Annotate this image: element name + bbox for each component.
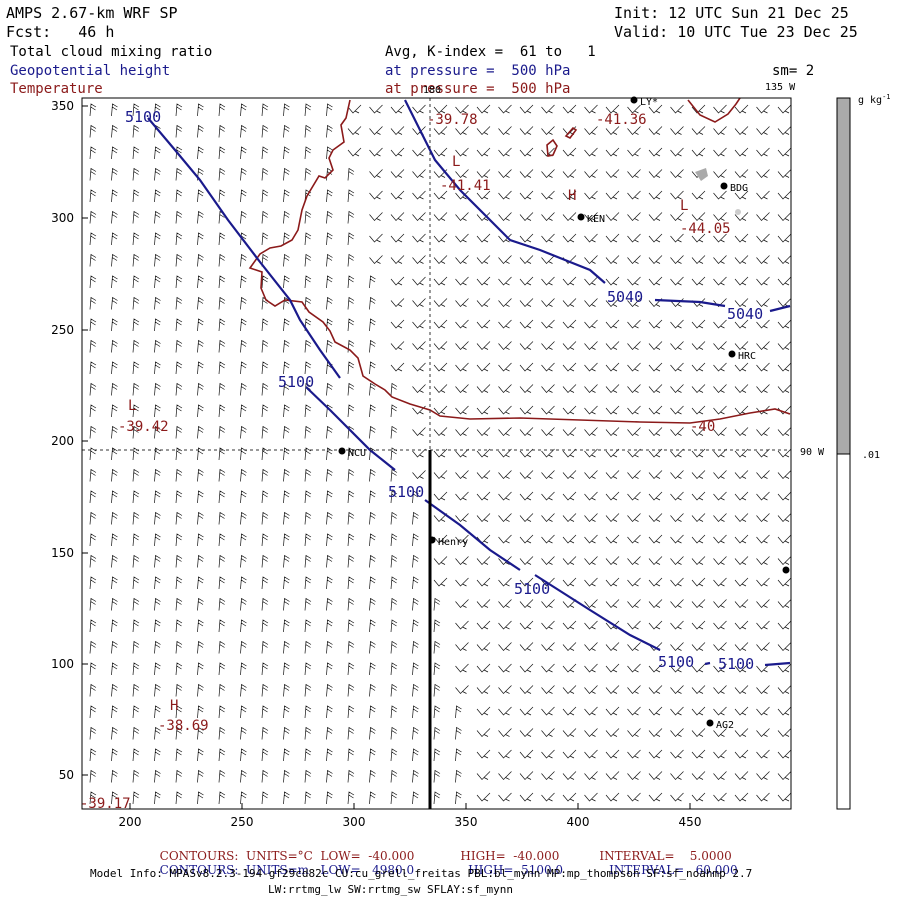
y-axis-labels: 350 300 250 200 150 100 50 xyxy=(51,99,74,782)
x-tick-label: 350 xyxy=(455,815,478,829)
temp-label: -38.69 xyxy=(158,718,209,734)
y-tick-label: 250 xyxy=(51,323,74,337)
center-low: L xyxy=(452,154,460,170)
temp-label: -39.42 xyxy=(118,419,169,435)
svg-text:LY*: LY* xyxy=(640,97,658,108)
colorbar-gray-section xyxy=(836,97,851,455)
station-ly: LY* xyxy=(630,96,658,108)
temp-label: -39.17 xyxy=(80,796,131,812)
x-axis-labels: 200 250 300 350 400 450 xyxy=(119,815,702,829)
height-contour-line xyxy=(654,298,726,308)
x-tick-label: 250 xyxy=(231,815,254,829)
temperature-contour-line xyxy=(564,126,578,140)
station-ncu: NCU xyxy=(338,447,366,459)
colorbar-white-section xyxy=(836,453,851,810)
height-contour-line xyxy=(404,99,606,284)
colorbar-unit: g kg-1 xyxy=(858,93,891,106)
lon-label-135w: 135 W xyxy=(765,82,796,93)
field2-info: at pressure = 500 hPa xyxy=(385,63,571,79)
svg-text:HRC: HRC xyxy=(738,351,756,362)
temperature-contour-line xyxy=(687,98,741,123)
wind-barb-field xyxy=(89,103,791,805)
height-contours xyxy=(147,99,791,667)
height-contour-line xyxy=(147,117,341,379)
field2-name: Geopotential height xyxy=(10,63,171,79)
center-high: H xyxy=(170,698,178,714)
center-low: L xyxy=(128,398,136,414)
svg-text:Henry: Henry xyxy=(438,537,468,548)
plot-frame xyxy=(81,97,792,810)
lon-label-90w: 90 W xyxy=(800,447,825,458)
height-label: 5100 xyxy=(278,373,314,391)
wind-barbs xyxy=(89,103,791,805)
lon-label-180: 180 xyxy=(423,85,441,96)
temperature-contour-line xyxy=(546,138,558,157)
temperature-contour-line xyxy=(248,99,791,424)
colorbar: g kg-1 .01 xyxy=(836,93,891,810)
cloud-blob xyxy=(695,168,708,181)
forecast-hour: Fcst: 46 h xyxy=(6,23,115,41)
model-info-2: LW:rrtmg_lw SW:rrtmg_sw SFLAY:sf_mynn xyxy=(268,883,514,896)
station-bdg: BDG xyxy=(720,182,748,194)
temp-label: -41.41 xyxy=(440,178,491,194)
height-label: 5040 xyxy=(727,305,763,323)
y-tick-label: 350 xyxy=(51,99,74,113)
axis-ticks xyxy=(82,105,691,809)
height-label: 5100 xyxy=(718,655,754,673)
x-tick-label: 400 xyxy=(567,815,590,829)
center-high: H xyxy=(568,188,576,204)
height-label: 5100 xyxy=(125,108,161,126)
height-label: 5100 xyxy=(514,580,550,598)
height-label: 5100 xyxy=(388,483,424,501)
svg-text:KEN: KEN xyxy=(587,214,605,225)
x-tick-label: 200 xyxy=(119,815,142,829)
height-contour-line xyxy=(764,661,791,667)
temperature-contours xyxy=(248,98,791,424)
smoothing-label: sm= 2 xyxy=(772,63,815,79)
temp-label: -39.78 xyxy=(427,112,478,128)
svg-text:BDG: BDG xyxy=(730,183,748,194)
y-tick-label: 100 xyxy=(51,657,74,671)
y-tick-label: 300 xyxy=(51,211,74,225)
temp-label: -40 xyxy=(690,419,715,435)
temp-label: -44.05 xyxy=(680,221,731,237)
height-label: 5040 xyxy=(607,288,643,306)
station-ken: KEN xyxy=(577,213,605,225)
height-contour-info: CONTOURS: UNITS=m LOW= 4980.0 HIGH= 5100.… xyxy=(159,863,738,877)
x-tick-label: 450 xyxy=(679,815,702,829)
colorbar-value: .01 xyxy=(862,450,880,461)
station-unnamed-marker xyxy=(782,566,790,574)
station-hrc: HRC xyxy=(728,350,756,362)
station-henry: Henry xyxy=(428,536,468,548)
x-tick-label: 300 xyxy=(343,815,366,829)
y-tick-label: 50 xyxy=(59,768,74,782)
center-low: L xyxy=(680,198,688,214)
field1-info: Avg, K-index = 61 to 1 xyxy=(385,44,596,60)
height-contour-line xyxy=(704,661,711,666)
model-title: AMPS 2.67-km WRF SP xyxy=(6,4,178,22)
height-contour-line xyxy=(534,574,661,651)
field3-name: Temperature xyxy=(10,81,103,97)
temp-contour-info: CONTOURS: UNITS=°C LOW= -40.000 HIGH= -40… xyxy=(159,849,732,863)
y-tick-label: 200 xyxy=(51,434,74,448)
cross-section-lines xyxy=(82,98,791,809)
model-info: Model Info: MPASv8.2.3-194-gf29cd82c CU:… xyxy=(90,867,753,880)
svg-text:AG2: AG2 xyxy=(716,720,734,731)
temp-label: -41.36 xyxy=(596,112,647,128)
height-contour-line xyxy=(769,304,791,313)
valid-time: Valid: 10 UTC Tue 23 Dec 25 xyxy=(614,23,858,41)
field1-name: Total cloud mixing ratio xyxy=(10,44,213,60)
station-ag2: AG2 xyxy=(706,719,734,731)
cloud-blob xyxy=(735,209,741,215)
y-tick-label: 150 xyxy=(51,546,74,560)
height-contour-line xyxy=(305,386,396,471)
height-label: 5100 xyxy=(658,653,694,671)
svg-text:NCU: NCU xyxy=(348,448,366,459)
height-contour-line xyxy=(424,499,521,571)
init-time: Init: 12 UTC Sun 21 Dec 25 xyxy=(614,4,849,22)
field3-info: at pressure = 500 hPa xyxy=(385,81,571,97)
